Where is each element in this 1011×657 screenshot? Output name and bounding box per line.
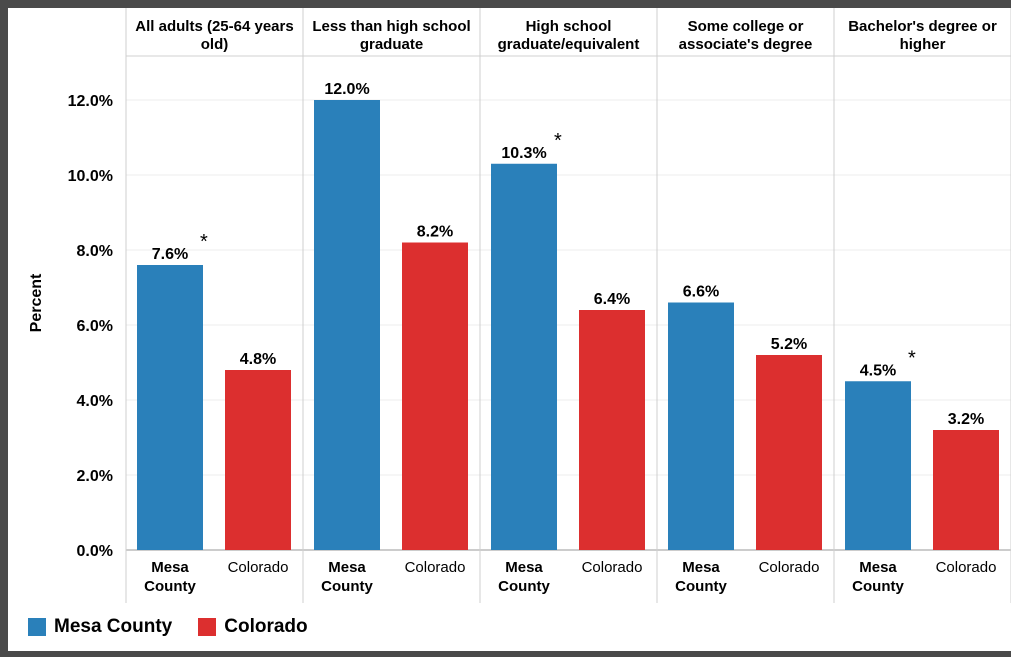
y-tick-label: 4.0% [77, 393, 113, 410]
window-bottom-border [0, 651, 1011, 657]
bar-value-label: 6.6% [683, 284, 719, 301]
x-tick-label: County [675, 578, 727, 595]
bar-value-label: 12.0% [324, 81, 369, 98]
bar-value-label: 10.3% [501, 145, 546, 162]
significance-marker: * [908, 347, 916, 369]
window-left-border [0, 0, 8, 657]
group-header-label: graduate/equivalent [498, 36, 640, 53]
group-header-label: Less than high school [312, 18, 470, 35]
x-tick-label: Mesa [151, 559, 189, 576]
x-tick-label: Mesa [682, 559, 720, 576]
bar-value-label: 4.5% [860, 362, 896, 379]
bar [137, 265, 203, 550]
bar [756, 355, 822, 550]
bar-value-label: 6.4% [594, 291, 630, 308]
group-header-label: old) [201, 36, 229, 53]
bar-value-label: 5.2% [771, 336, 807, 353]
bar-value-label: 4.8% [240, 351, 276, 368]
x-tick-label: Mesa [328, 559, 366, 576]
bar [845, 381, 911, 550]
x-tick-label: Colorado [405, 559, 466, 576]
x-tick-label: Colorado [759, 559, 820, 576]
y-tick-label: 6.0% [77, 318, 113, 335]
bar-value-label: 7.6% [152, 246, 188, 263]
y-tick-label: 2.0% [77, 468, 113, 485]
x-tick-label: Colorado [228, 559, 289, 576]
legend-swatch-colorado [198, 618, 217, 636]
x-tick-label: County [144, 578, 196, 595]
group-header-label: Some college or [688, 18, 804, 35]
group-header-label: All adults (25-64 years [135, 18, 293, 35]
education-bar-chart: 0.0% 2.0% 4.0% 6.0% 8.0% 10.0% 12.0% Percent All… [28, 8, 1011, 603]
legend: Mesa County Colorado [28, 616, 308, 638]
group-header-label: graduate [360, 36, 423, 53]
bar [491, 163, 557, 550]
group-header-label: Bachelor's degree or [848, 18, 997, 35]
bar-value-label: 8.2% [417, 224, 453, 241]
y-tick-label: 0.0% [77, 543, 113, 560]
bar [314, 100, 380, 550]
legend-item-colorado[interactable]: Colorado [198, 616, 308, 638]
group-header-label: higher [900, 36, 946, 53]
bar [402, 242, 468, 550]
bar [579, 310, 645, 550]
x-tick-label: Colorado [582, 559, 643, 576]
x-tick-label: Mesa [859, 559, 897, 576]
x-tick-label: County [321, 578, 373, 595]
legend-label-colorado: Colorado [224, 616, 308, 637]
legend-item-mesa-county[interactable]: Mesa County [28, 616, 172, 638]
y-axis-title: Percent [28, 273, 45, 332]
x-tick-label: Mesa [505, 559, 543, 576]
x-tick-label: County [498, 578, 550, 595]
significance-marker: * [554, 130, 562, 152]
y-tick-label: 12.0% [68, 93, 113, 110]
bar [668, 302, 734, 550]
y-tick-label: 8.0% [77, 243, 113, 260]
group-header-label: High school [526, 18, 612, 35]
legend-label-mesa-county: Mesa County [54, 616, 173, 637]
significance-marker: * [200, 231, 208, 253]
bar-value-label: 3.2% [948, 411, 984, 428]
legend-swatch-mesa-county [28, 618, 46, 636]
y-tick-label: 10.0% [68, 168, 113, 185]
window-top-border [0, 0, 1011, 8]
bar [933, 430, 999, 550]
bar [225, 370, 291, 550]
x-tick-label: Colorado [936, 559, 997, 576]
x-tick-label: County [852, 578, 904, 595]
group-header-label: associate's degree [679, 36, 813, 53]
